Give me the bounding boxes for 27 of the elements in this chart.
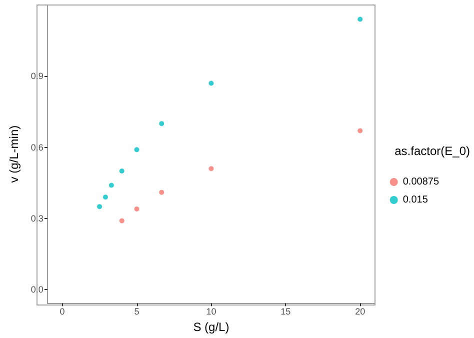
point	[358, 128, 363, 134]
y-tick-label: 0.9	[30, 71, 44, 82]
point	[102, 194, 108, 200]
point	[119, 168, 124, 174]
legend-label: 0.015	[402, 194, 428, 206]
y-axis-title: v (g/L-min)	[7, 125, 21, 183]
x-tick-label: 0	[60, 306, 65, 317]
x-tick-label: 15	[280, 306, 291, 317]
x-tick-label: 5	[134, 306, 140, 317]
point	[108, 182, 114, 188]
point	[208, 166, 214, 172]
x-tick-label: 10	[206, 306, 216, 317]
legend-title: as.factor(E_0)	[394, 144, 470, 158]
legend-label: 0.00875	[402, 176, 440, 188]
y-tick-label: 0.6	[30, 142, 44, 152]
point	[358, 16, 363, 22]
point	[134, 206, 140, 212]
point	[208, 80, 214, 86]
y-tick-label: 0.3	[30, 213, 44, 224]
point	[119, 218, 124, 224]
point	[134, 147, 140, 152]
point	[159, 190, 164, 195]
point	[97, 204, 102, 210]
y-tick-label: 0.0	[30, 284, 44, 295]
x-tick-label: 20	[355, 306, 366, 317]
point	[159, 121, 164, 126]
x-axis-title: S (g/L)	[193, 320, 230, 334]
